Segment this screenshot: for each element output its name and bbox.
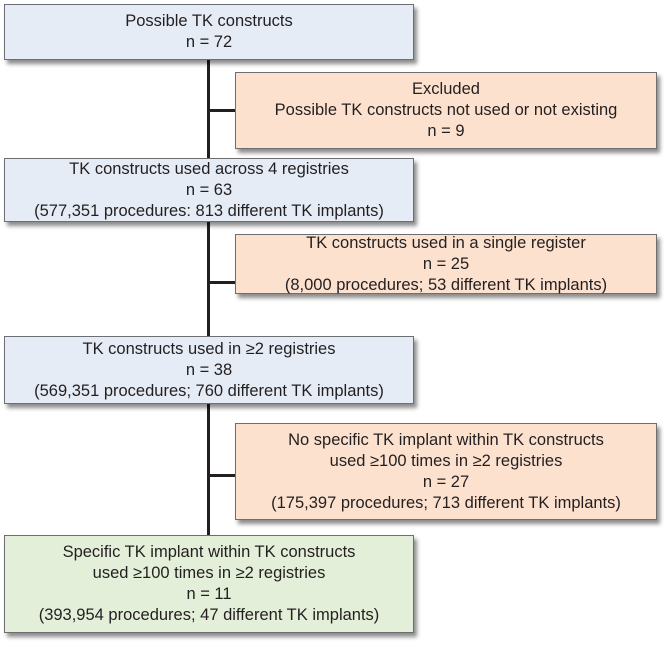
- box-line: n = 27: [422, 472, 470, 491]
- box-2-or-more-registries: TK constructs used in ≥2 registries n = …: [4, 336, 414, 404]
- box-line: (569,351 procedures; 760 different TK im…: [34, 381, 384, 400]
- box-specific-implant: Specific TK implant within TK constructs…: [4, 535, 414, 633]
- box-line: n = 9: [427, 122, 465, 140]
- box-line: n = 72: [185, 33, 233, 51]
- box-line: TK constructs used in ≥2 registries: [82, 339, 336, 358]
- box-line: Possible TK constructs not used or not e…: [274, 101, 618, 119]
- box-single-register: TK constructs used in a single register …: [235, 234, 657, 294]
- box-line: No specific TK implant within TK constru…: [288, 430, 604, 449]
- box-possible-constructs: Possible TK constructs n = 72: [4, 4, 414, 60]
- box-line: Excluded: [412, 80, 480, 98]
- box-line: n = 11: [186, 585, 232, 603]
- connector-single-register: [207, 281, 236, 284]
- box-line: Possible TK constructs: [125, 12, 293, 30]
- connector-excluded: [207, 109, 236, 112]
- box-line: (393,954 procedures; 47 different TK imp…: [38, 606, 380, 624]
- box-line: (577,351 procedures: 813 different TK im…: [34, 201, 384, 220]
- box-line: TK constructs used in a single register: [306, 233, 586, 252]
- box-line: (175,397 procedures; 713 different TK im…: [271, 493, 621, 512]
- main-flow-line: [207, 58, 210, 536]
- box-line: n = 25: [422, 254, 470, 273]
- box-line: Specific TK implant within TK constructs: [62, 543, 356, 561]
- box-used-across-4: TK constructs used across 4 registries n…: [4, 158, 414, 222]
- box-line: n = 63: [185, 180, 233, 199]
- box-line: (8,000 procedures; 53 different TK impla…: [284, 275, 608, 294]
- box-line: n = 38: [185, 360, 233, 379]
- box-line: TK constructs used across 4 registries: [69, 159, 349, 178]
- box-line: used ≥100 times in ≥2 registries: [329, 451, 563, 470]
- box-no-specific-implant: No specific TK implant within TK constru…: [235, 423, 657, 520]
- connector-no-specific: [207, 474, 236, 477]
- box-excluded: Excluded Possible TK constructs not used…: [235, 72, 657, 149]
- box-line: used ≥100 times in ≥2 registries: [92, 564, 326, 582]
